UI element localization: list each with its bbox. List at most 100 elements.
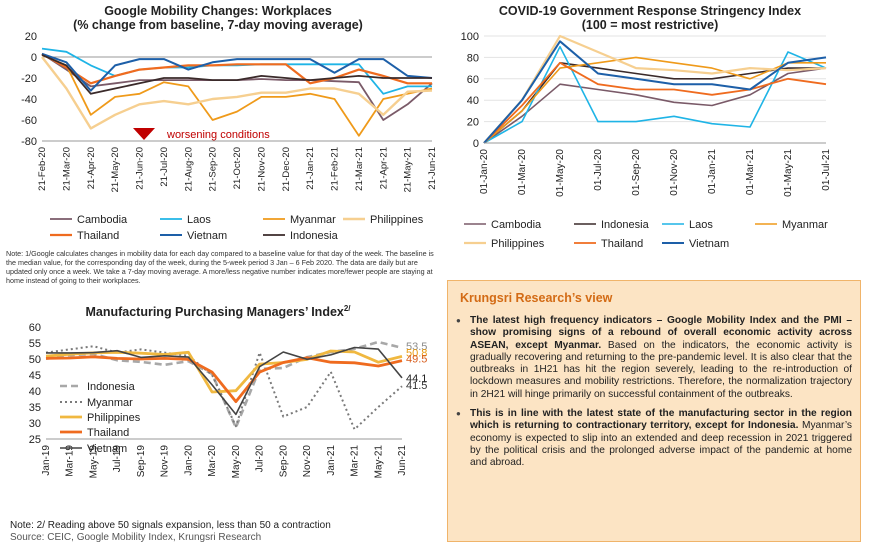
legend-label-laos: Laos — [187, 214, 211, 226]
worsening-annotation: worsening conditions — [166, 129, 270, 141]
view-bullet-2-text: Myanmar’s economy is expected to slip in… — [470, 420, 852, 469]
legend-label-vietnam: Vietnam — [689, 238, 729, 250]
y-tick-label: 25 — [29, 434, 41, 446]
series-line-vietnam — [41, 52, 433, 92]
legend-label-philippines: Philippines — [491, 238, 545, 250]
stringency-chart-subtitle: (100 = most restrictive) — [582, 18, 719, 32]
stringency-chart: COVID-19 Government Response Stringency … — [461, 4, 832, 250]
mobility-chart: Google Mobility Changes: Workplaces (% c… — [21, 4, 438, 242]
pmi-chart-title-text: Manufacturing Purchasing Managers’ Index — [85, 305, 343, 319]
x-tick-label: 21-Mar-21 — [354, 147, 365, 191]
view-bullet-2: This is in line with the latest state of… — [456, 408, 852, 469]
y-tick-label: 60 — [467, 74, 479, 86]
x-tick-label: Jan-20 — [183, 445, 194, 476]
y-tick-label: 20 — [25, 31, 37, 43]
x-tick-label: 01-Mar-21 — [745, 149, 756, 196]
view-bullets: The latest high frequency indicators – G… — [456, 315, 852, 477]
source-notes: Note: 2/ Reading above 50 signals expans… — [10, 520, 331, 544]
pmi-note: Note: 2/ Reading above 50 signals expans… — [10, 520, 331, 531]
x-tick-label: 21-Jan-21 — [305, 147, 316, 190]
x-tick-label: May-21 — [373, 445, 384, 479]
x-tick-label: 01-Sep-20 — [631, 149, 642, 196]
stringency-chart-title: COVID-19 Government Response Stringency … — [499, 4, 801, 18]
series-line-vietnam — [46, 346, 403, 416]
series-line-philippines — [483, 34, 827, 144]
x-tick-label: 01-Jul-21 — [821, 149, 832, 191]
krungsri-view-panel: Krungsri Research’s view The latest high… — [447, 280, 861, 542]
legend-label-philippines: Philippines — [370, 214, 424, 226]
y-tick-label: 80 — [467, 52, 479, 64]
legend-label-indonesia: Indonesia — [290, 230, 339, 242]
end-label-myanmar: 41.5 — [406, 380, 427, 392]
legend-label-philippines: Philippines — [87, 412, 141, 424]
series-line-indonesia — [483, 61, 826, 144]
mobility-note: Note: 1/Google calculates changes in mob… — [6, 249, 434, 285]
x-tick-label: Mar-19 — [65, 445, 76, 477]
y-tick-label: 40 — [29, 386, 41, 398]
y-tick-label: 50 — [29, 354, 41, 366]
view-bullet-1-bold: The latest high frequency indicators – G… — [470, 315, 852, 351]
y-tick-label: -60 — [21, 115, 37, 127]
legend-label-indonesia: Indonesia — [601, 219, 650, 231]
x-tick-label: 01-Jan-21 — [707, 149, 718, 194]
pmi-chart: Manufacturing Purchasing Managers’ Index… — [29, 304, 428, 479]
x-tick-label: Sep-20 — [278, 445, 289, 478]
worsening-arrow-icon — [133, 128, 155, 140]
pmi-chart-title-sup: 2/ — [344, 304, 351, 313]
x-tick-label: 21-Aug-20 — [183, 147, 194, 191]
mobility-chart-subtitle: (% change from baseline, 7-day moving av… — [73, 18, 363, 32]
series-line-laos — [41, 47, 432, 95]
x-tick-label: Jan-21 — [326, 445, 337, 476]
legend-label-myanmar: Myanmar — [782, 219, 828, 231]
series-line-myanmar — [41, 54, 433, 137]
view-bullet-1: The latest high frequency indicators – G… — [456, 315, 852, 401]
legend-label-vietnam: Vietnam — [187, 230, 227, 242]
series-line-indonesia — [41, 54, 432, 95]
y-tick-label: 100 — [461, 31, 479, 43]
x-tick-label: Mar-20 — [207, 445, 218, 477]
view-title: Krungsri Research’s view — [460, 291, 613, 305]
x-tick-label: Nov-19 — [160, 445, 171, 478]
view-bullet-1-text: Based on the indicators, the economic ac… — [470, 339, 852, 400]
x-tick-label: 21-May-21 — [403, 147, 414, 192]
x-tick-label: 21-Nov-20 — [256, 147, 267, 191]
source-line: Source: CEIC, Google Mobility Index, Kru… — [10, 532, 262, 543]
series-line-vietnam — [483, 40, 827, 144]
series-line-myanmar — [45, 345, 403, 431]
x-tick-label: Jun-21 — [397, 445, 408, 476]
y-tick-label: 60 — [29, 322, 41, 334]
x-tick-label: 21-Jun-21 — [427, 147, 438, 190]
series-line-philippines — [41, 56, 433, 130]
series-line-thailand — [483, 61, 827, 144]
end-label-vietnam: 44.1 — [406, 373, 427, 385]
y-tick-label: 20 — [467, 117, 479, 129]
x-tick-label: May-20 — [231, 445, 242, 479]
x-tick-label: 21-Jul-20 — [159, 147, 170, 187]
legend-label-myanmar: Myanmar — [87, 397, 133, 409]
series-line-thailand — [41, 52, 432, 85]
x-tick-label: 01-Jul-20 — [593, 149, 604, 191]
legend-label-indonesia: Indonesia — [87, 381, 136, 393]
end-label-indonesia: 53.5 — [406, 341, 427, 353]
y-tick-label: 0 — [473, 138, 479, 150]
x-tick-label: 01-Jan-20 — [479, 149, 490, 194]
legend-label-myanmar: Myanmar — [290, 214, 336, 226]
legend-label-vietnam: Vietnam — [87, 443, 127, 455]
x-tick-label: 01-Nov-20 — [669, 149, 680, 196]
legend-label-cambodia: Cambodia — [77, 214, 128, 226]
x-tick-label: 01-Mar-20 — [517, 149, 528, 196]
mobility-chart-title: Google Mobility Changes: Workplaces — [104, 4, 332, 18]
y-tick-label: 30 — [29, 418, 41, 430]
y-tick-label: 55 — [29, 338, 41, 350]
end-label-thailand: 49.5 — [406, 354, 427, 366]
y-tick-label: 0 — [31, 52, 37, 64]
x-tick-label: Jul-19 — [112, 445, 123, 473]
y-tick-label: -40 — [21, 94, 37, 106]
x-tick-label: 21-Apr-20 — [86, 147, 97, 189]
y-tick-label: 40 — [467, 95, 479, 107]
legend-label-cambodia: Cambodia — [491, 219, 542, 231]
end-label-philippines: 50.8 — [406, 347, 427, 359]
x-tick-label: Jul-20 — [255, 445, 266, 473]
x-tick-label: May-19 — [88, 445, 99, 479]
legend-label-thailand: Thailand — [87, 427, 129, 439]
